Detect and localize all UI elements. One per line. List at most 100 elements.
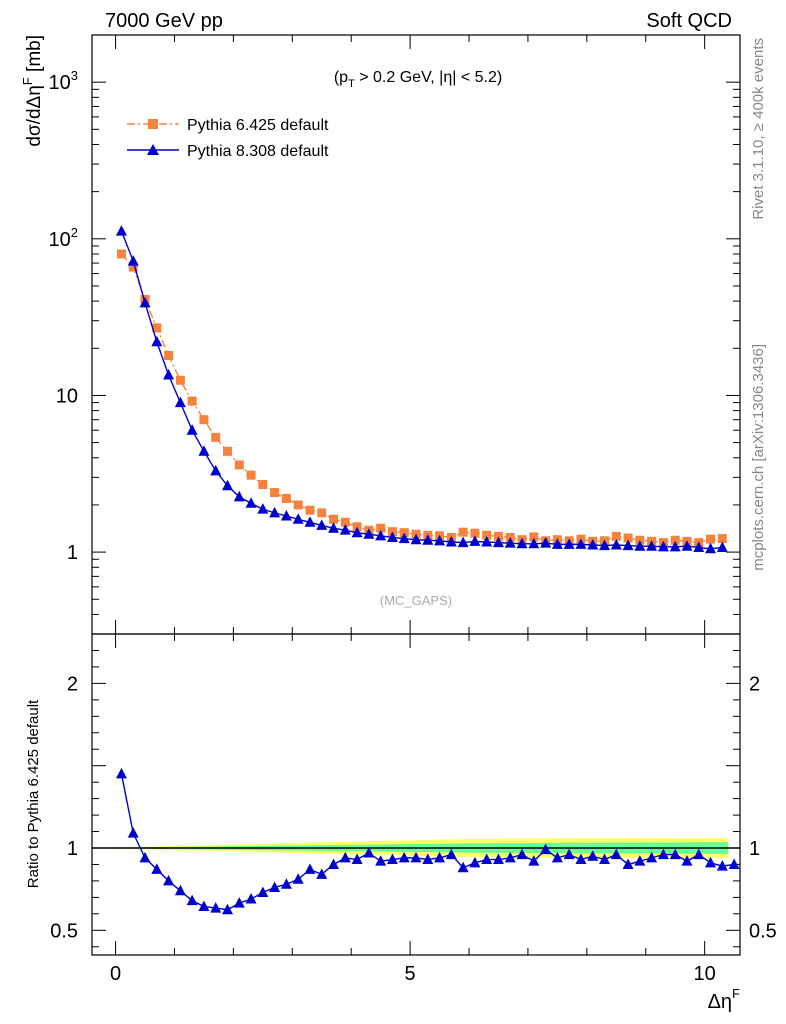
main-y-tick-label: 10 [56,385,78,407]
ratio-data-point [221,903,233,915]
main-y-tick-label: 102 [49,225,78,251]
ratio-data-point [304,863,316,874]
ratio-axis-ticks [92,633,740,955]
data-point-pythia6 [529,532,539,542]
data-point-pythia8 [398,532,410,544]
data-point-pythia8 [174,396,186,408]
data-point-pythia8 [457,536,469,548]
main-y-tick-label: 1 [67,542,78,564]
data-point-pythia6 [329,514,339,524]
data-point-pythia6 [116,249,126,259]
ratio-data-point [280,878,292,889]
ratio-data-point [410,851,422,863]
ratio-data-point [504,851,516,863]
ratio-data-point [434,851,446,863]
data-point-pythia8 [375,529,387,541]
ratio-data-point [681,855,693,866]
data-point-pythia8 [551,538,563,549]
main-y-axis-label: dσ/dΔηF [mb] [20,35,45,147]
data-point-pythia8 [469,535,481,546]
data-point-pythia8 [115,225,127,236]
data-point-pythia6 [706,534,716,544]
main-axis-ticks [92,34,740,635]
data-point-pythia6 [493,531,503,541]
data-point-pythia8 [681,540,693,551]
data-point-pythia8 [186,424,198,435]
ratio-data-point [233,897,245,908]
data-point-pythia8 [304,516,316,527]
ratio-data-point [693,848,705,860]
x-tick-labels: 0 5 10 [110,963,716,985]
data-point-pythia6 [293,500,303,510]
data-point-pythia8 [563,538,575,549]
data-point-pythia8 [504,537,516,548]
data-point-pythia6 [164,350,174,360]
legend-entry-pythia6: Pythia 6.425 default [127,117,329,134]
legend-marker-pythia8 [147,144,159,155]
data-point-pythia8 [481,535,493,547]
ratio-data-point [599,853,611,865]
data-point-pythia8 [198,445,210,456]
data-point-pythia6 [152,323,162,333]
data-point-pythia8 [410,533,422,545]
ratio-data-point [127,827,139,838]
ratio-data-point [375,855,387,866]
ratio-uncertainty-band [92,838,740,858]
rivet-version-label: Rivet 3.1.10, ≥ 400k events [750,38,767,220]
ratio-data-point [716,860,728,871]
main-y-tick-label: 103 [49,68,78,94]
data-point-pythia6 [246,470,256,480]
ratio-data-point [151,863,163,874]
ratio-data-point [163,874,175,886]
ratio-data-point [669,848,681,860]
main-series-group [115,225,728,554]
legend-label-pythia8: Pythia 8.308 default [187,143,329,160]
ratio-data-point [610,848,622,860]
data-point-pythia6 [611,531,621,541]
data-point-pythia8 [622,539,634,551]
ratio-data-point [469,856,481,868]
ratio-data-point [457,861,469,873]
ratio-data-point [516,848,528,860]
ratio-data-point [657,848,669,860]
ratio-y-tick-label-right: 2 [749,673,760,695]
x-tick-label: 5 [405,963,416,985]
ratio-data-point [492,853,504,865]
data-point-pythia8 [386,531,398,542]
legend-label-pythia6: Pythia 6.425 default [187,117,329,134]
ratio-plot-frame [91,633,741,956]
data-point-pythia6 [281,493,291,503]
data-point-pythia8 [210,464,222,476]
data-point-pythia8 [221,479,233,491]
series-line-pythia6 [120,253,723,544]
data-point-pythia8 [599,539,611,551]
data-point-pythia8 [139,296,151,308]
data-point-pythia8 [587,538,599,550]
data-point-pythia8 [646,540,658,551]
x-tick-label: 0 [110,963,121,985]
ratio-data-point [115,767,127,779]
ratio-data-point [186,894,198,906]
legend: Pythia 6.425 default Pythia 8.308 defaul… [127,117,329,160]
data-point-pythia8 [316,519,328,530]
ratio-data-point [551,851,563,863]
ratio-y-tick-label-right: 1 [749,838,760,860]
data-point-pythia8 [657,540,669,552]
ratio-data-point [422,853,434,865]
data-point-pythia8 [693,541,705,552]
data-point-pythia6 [211,432,221,442]
series-line-pythia8 [120,230,723,550]
header-right-label: Soft QCD [646,10,732,32]
data-point-pythia6 [482,530,492,540]
ratio-y-tick-labels: 0.5 0.5 1 1 2 2 [50,673,777,942]
data-point-pythia6 [270,488,280,498]
data-point-pythia8 [292,513,304,524]
ratio-data-point [328,858,340,869]
data-point-pythia6 [458,527,468,537]
legend-marker-pythia6 [148,119,158,129]
data-point-pythia8 [127,255,139,266]
data-point-pythia8 [669,540,681,552]
ratio-data-point [257,886,269,897]
ratio-data-point [292,873,304,884]
